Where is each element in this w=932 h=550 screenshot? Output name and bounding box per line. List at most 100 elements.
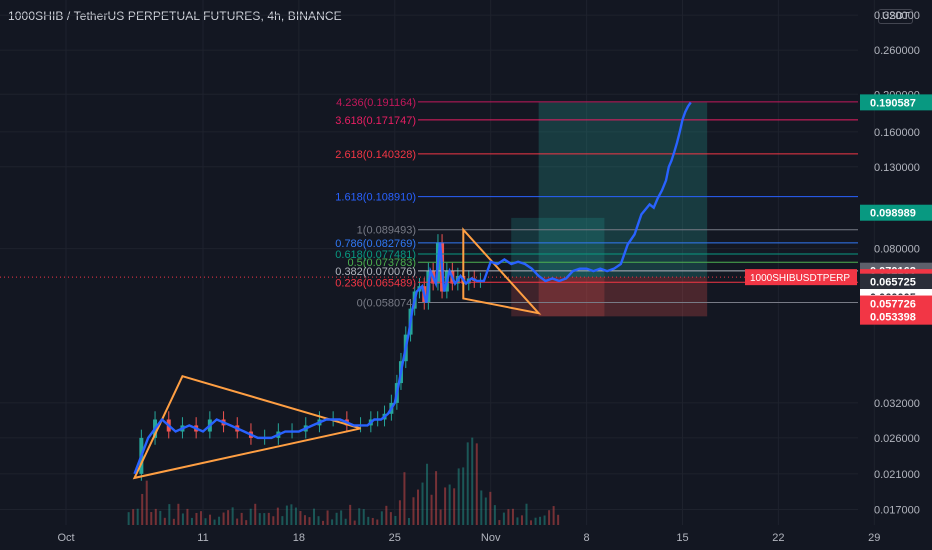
y-tick-label: 0.080000 xyxy=(874,244,920,256)
volume-bar xyxy=(132,509,135,525)
x-tick-label: 11 xyxy=(197,532,208,544)
volume-bar xyxy=(489,491,492,525)
volume-bar xyxy=(227,510,230,525)
volume-bar xyxy=(416,489,419,525)
volume-bar xyxy=(290,504,293,525)
volume-bar xyxy=(340,510,343,525)
volume-bar xyxy=(484,497,487,525)
x-tick-label: Nov xyxy=(481,532,501,544)
volume-bar xyxy=(353,520,356,525)
y-tick-label: 0.160000 xyxy=(874,127,920,139)
price-badge xyxy=(860,94,932,111)
price-badges: 0.1905870.0989890.0701620.0675210.065725… xyxy=(860,94,932,325)
price-badge-label: 0.057726 xyxy=(870,299,916,311)
volume-bar xyxy=(159,510,162,525)
volume-bar xyxy=(313,508,316,525)
fib-level-label: 0.618(0.077481) xyxy=(335,249,416,261)
symbol-tag-label: 1000SHIBUSDTPERP xyxy=(750,273,850,284)
volume-bar xyxy=(254,503,257,525)
volume-bar xyxy=(127,512,130,525)
volume-bar xyxy=(154,508,157,525)
volume-bar xyxy=(448,484,451,525)
volume-bar xyxy=(435,471,438,525)
x-tick-label: Oct xyxy=(57,532,74,544)
volume-bar xyxy=(272,516,275,525)
fib-level-label: 3.618(0.171747) xyxy=(335,115,416,127)
volume-bar xyxy=(539,516,542,525)
price-badge-label: 0.065725 xyxy=(870,277,916,289)
time-axis: Oct 11 18 25 Nov 8 15 22 29 xyxy=(57,532,880,544)
volume-bar xyxy=(222,512,225,525)
volume-bar xyxy=(466,442,469,525)
volume-bar xyxy=(439,509,442,525)
volume-bar xyxy=(240,512,243,525)
volume-bar xyxy=(371,517,374,525)
volume-bar xyxy=(398,500,401,525)
volume-bar xyxy=(218,516,221,525)
volume-bar xyxy=(530,520,533,525)
volume-bar xyxy=(326,510,329,525)
y-tick-label: 0.032000 xyxy=(874,398,920,410)
fib-level-label: 1(0.089493) xyxy=(357,225,416,237)
volume-bar xyxy=(141,493,144,525)
volume-bar xyxy=(430,494,433,525)
volume-bar xyxy=(199,511,202,525)
volume-bar xyxy=(548,510,551,525)
x-tick-label: 8 xyxy=(584,532,590,544)
price-badge xyxy=(860,204,932,221)
fib-level-label: 0.5(0.073783) xyxy=(348,257,417,269)
volume-bar xyxy=(344,518,347,525)
fib-level-label: 0(0.058074) xyxy=(357,298,416,310)
volume-bar xyxy=(557,514,560,525)
volume-bar xyxy=(502,512,505,525)
y-tick-label: 0.017000 xyxy=(874,504,920,516)
x-tick-label: 18 xyxy=(293,532,305,544)
long-position-stop-zone xyxy=(538,277,708,317)
volume-bar xyxy=(457,468,460,525)
falling-wedge-pattern xyxy=(462,227,542,315)
volume-bar xyxy=(331,519,334,525)
volume-bar xyxy=(367,516,370,525)
volume-bar xyxy=(186,508,189,525)
fib-level-label: 0.236(0.065489) xyxy=(335,277,416,289)
volume-bar xyxy=(453,488,456,525)
y-tick-label: 0.026000 xyxy=(874,433,920,445)
volume-bar xyxy=(462,467,465,525)
volume-bar xyxy=(471,437,474,525)
fib-level-label: 0.786(0.082769) xyxy=(335,238,416,250)
fib-level-label: 4.236(0.191164) xyxy=(336,97,416,109)
currency-badge[interactable]: USDT xyxy=(878,9,914,24)
volume-bar xyxy=(444,487,447,525)
volume-bar xyxy=(258,513,261,525)
volume-bar xyxy=(349,504,352,525)
price-badge-label: 0.190587 xyxy=(870,97,916,109)
volume-bar xyxy=(285,505,288,525)
volume-bar xyxy=(380,511,383,525)
volume-bar xyxy=(308,517,311,525)
volume-bar xyxy=(421,482,424,525)
volume-bar xyxy=(195,512,198,525)
volume-bar xyxy=(426,463,429,525)
volume-bar xyxy=(498,520,501,525)
volume-bar xyxy=(181,513,184,525)
fib-level-label: 1.618(0.108910) xyxy=(335,192,416,204)
price-badge xyxy=(860,308,932,325)
volume-bar xyxy=(267,512,270,525)
volume-bar xyxy=(534,517,537,525)
volume-bar xyxy=(163,517,166,525)
volume-bar xyxy=(236,518,239,525)
volume-bar xyxy=(480,490,483,525)
volume-bar xyxy=(245,520,248,525)
volume-bar xyxy=(516,517,519,525)
volume-bar xyxy=(525,503,528,525)
volume-bar xyxy=(407,517,410,525)
chart-title: 1000SHIB / TetherUS PERPETUAL FUTURES, 4… xyxy=(8,9,342,23)
volume-bar xyxy=(249,508,252,525)
volume-bar xyxy=(299,511,302,525)
volume-bar xyxy=(362,509,365,525)
volume-bar xyxy=(376,519,379,525)
price-badge xyxy=(860,295,932,312)
symmetrical-triangle-pattern xyxy=(132,374,361,480)
volume-bar xyxy=(136,508,139,525)
